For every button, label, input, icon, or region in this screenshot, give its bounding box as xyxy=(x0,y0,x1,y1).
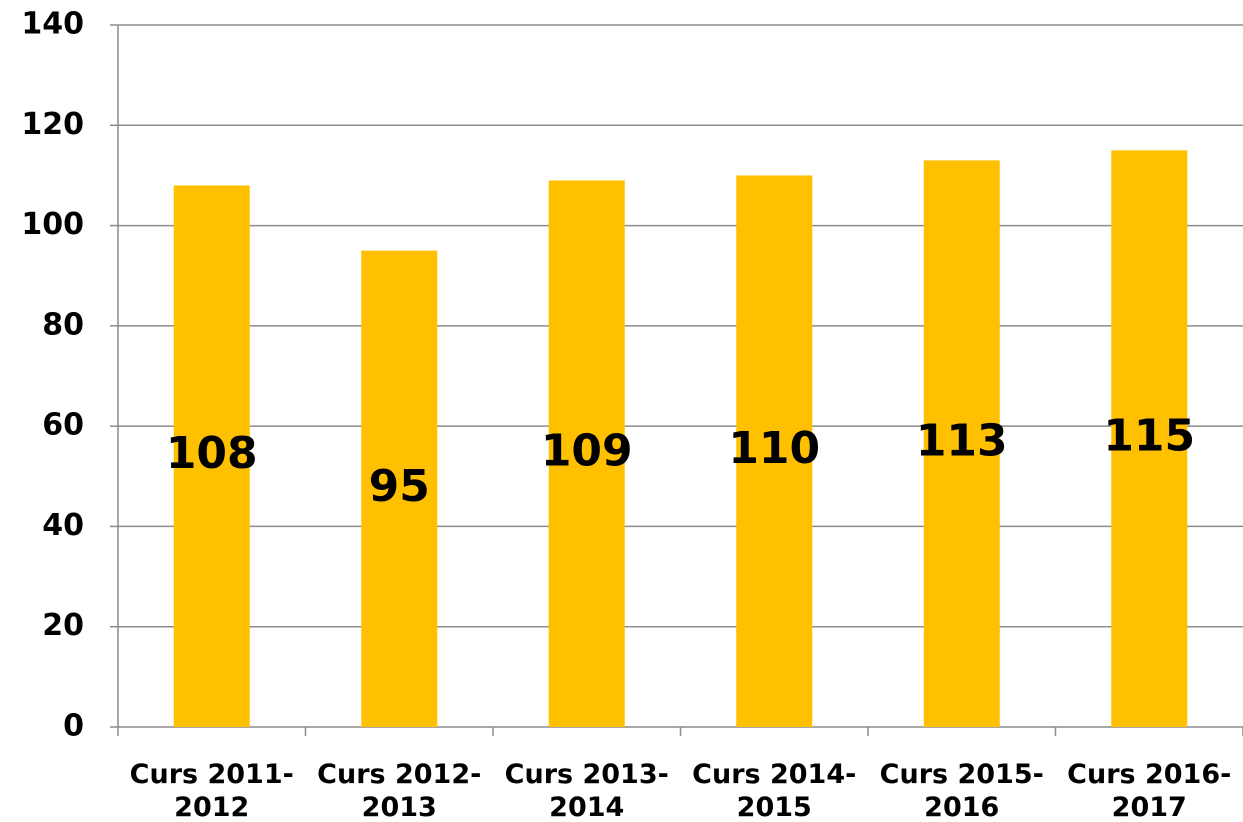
x-tick-label: Curs 2011-2012 xyxy=(130,759,294,822)
y-tick-label: 120 xyxy=(21,107,84,142)
y-tick-label: 100 xyxy=(21,207,84,242)
data-label: 109 xyxy=(541,426,633,477)
data-label: 113 xyxy=(916,416,1008,467)
x-tick-label: Curs 2015-2016 xyxy=(880,759,1044,822)
bar xyxy=(361,250,438,727)
bar xyxy=(173,185,250,727)
y-tick-label: 140 xyxy=(21,7,84,42)
x-tick-label: Curs 2014-2015 xyxy=(692,759,856,822)
y-tick-label: 60 xyxy=(42,408,84,443)
data-label: 108 xyxy=(166,428,258,479)
x-tick-label: Curs 2016-2017 xyxy=(1067,759,1231,822)
y-tick-label: 20 xyxy=(42,608,84,643)
data-label: 110 xyxy=(728,423,820,474)
data-label: 95 xyxy=(369,461,430,512)
bar xyxy=(1111,150,1188,727)
y-tick-label: 40 xyxy=(42,508,84,543)
x-tick-label: Curs 2012-2013 xyxy=(317,759,481,822)
bar xyxy=(548,180,625,727)
data-label: 115 xyxy=(1103,411,1195,462)
y-tick-label: 0 xyxy=(63,709,84,744)
y-tick-label: 80 xyxy=(42,307,84,342)
bar xyxy=(736,175,813,727)
x-tick-label: Curs 2013-2014 xyxy=(505,759,669,822)
bar xyxy=(923,160,1000,727)
